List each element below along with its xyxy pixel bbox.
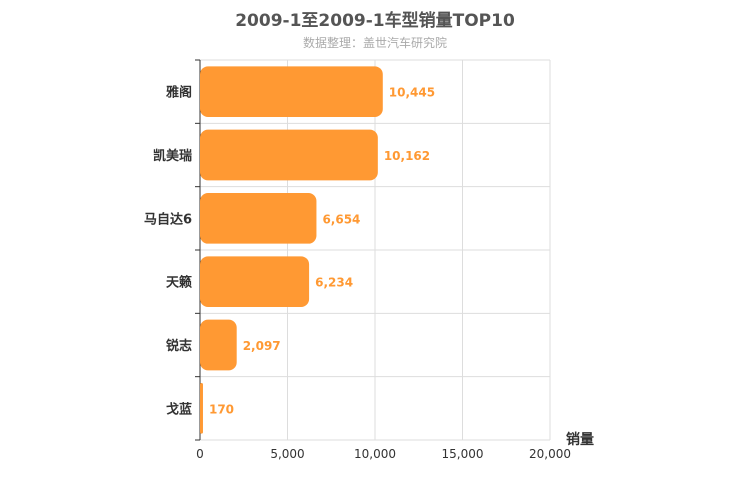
category-label: 雅阁	[166, 85, 192, 101]
bar	[200, 129, 378, 181]
x-tick-label: 15,000	[442, 447, 484, 461]
data-label: 2,097	[243, 339, 281, 353]
bar	[200, 319, 237, 371]
category-label: 马自达6	[144, 211, 192, 227]
bar	[200, 383, 203, 434]
x-tick-label: 10,000	[354, 447, 396, 461]
chart-subtitle: 数据整理：盖世汽车研究院	[302, 36, 447, 50]
category-label: 凯美瑞	[153, 148, 192, 164]
x-tick-label: 20,000	[529, 447, 571, 461]
data-label: 6,234	[315, 276, 353, 290]
category-label: 锐志	[166, 338, 192, 354]
category-label: 天籁	[166, 275, 192, 291]
data-label: 6,654	[322, 212, 360, 226]
data-label: 10,162	[384, 149, 430, 163]
bar	[200, 193, 317, 244]
bar	[200, 256, 310, 307]
category-label: 戈蓝	[166, 401, 192, 417]
chart-title: 2009-1至2009-1车型销量TOP10	[235, 11, 515, 31]
data-label: 170	[209, 402, 234, 416]
data-label: 10,445	[389, 86, 435, 100]
x-axis-title: 销量	[566, 431, 594, 448]
x-tick-label: 0	[196, 447, 204, 461]
bar	[200, 66, 383, 117]
x-tick-label: 5,000	[270, 447, 304, 461]
